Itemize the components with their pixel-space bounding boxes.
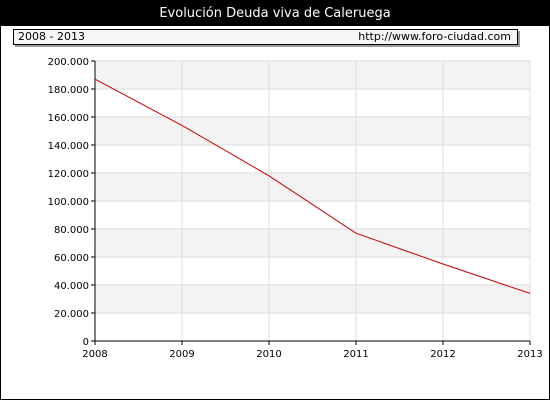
chart-title: Evolución Deuda viva de Caleruega [1, 1, 549, 26]
series-line [94, 78, 531, 294]
grid-band [95, 117, 530, 145]
y-tick-label: 180.000 [48, 85, 89, 96]
x-tick-label: 2010 [256, 349, 281, 360]
y-tick-label: 60.000 [54, 253, 89, 264]
x-tick-label: 2012 [430, 349, 455, 360]
y-tick-label: 80.000 [54, 225, 89, 236]
y-tick-label: 20.000 [54, 309, 89, 320]
subheader-bar: 2008 - 2013 http://www.foro-ciudad.com [13, 29, 518, 45]
grid-band [95, 173, 530, 201]
x-tick-label: 2008 [82, 349, 107, 360]
y-tick-label: 0 [83, 337, 89, 348]
y-tick-label: 40.000 [54, 281, 89, 292]
y-tick-label: 120.000 [48, 169, 89, 180]
x-tick-label: 2013 [517, 349, 542, 360]
grid-band [95, 229, 530, 257]
grid-band [95, 285, 530, 313]
y-tick-label: 140.000 [48, 141, 89, 152]
x-tick-label: 2009 [169, 349, 194, 360]
y-tick-label: 100.000 [48, 197, 89, 208]
grid-band [95, 61, 530, 89]
x-tick-label: 2011 [343, 349, 368, 360]
y-tick-label: 200.000 [48, 57, 89, 68]
date-range-label: 2008 - 2013 [18, 30, 85, 43]
source-url[interactable]: http://www.foro-ciudad.com [358, 30, 511, 43]
y-tick-label: 160.000 [48, 113, 89, 124]
